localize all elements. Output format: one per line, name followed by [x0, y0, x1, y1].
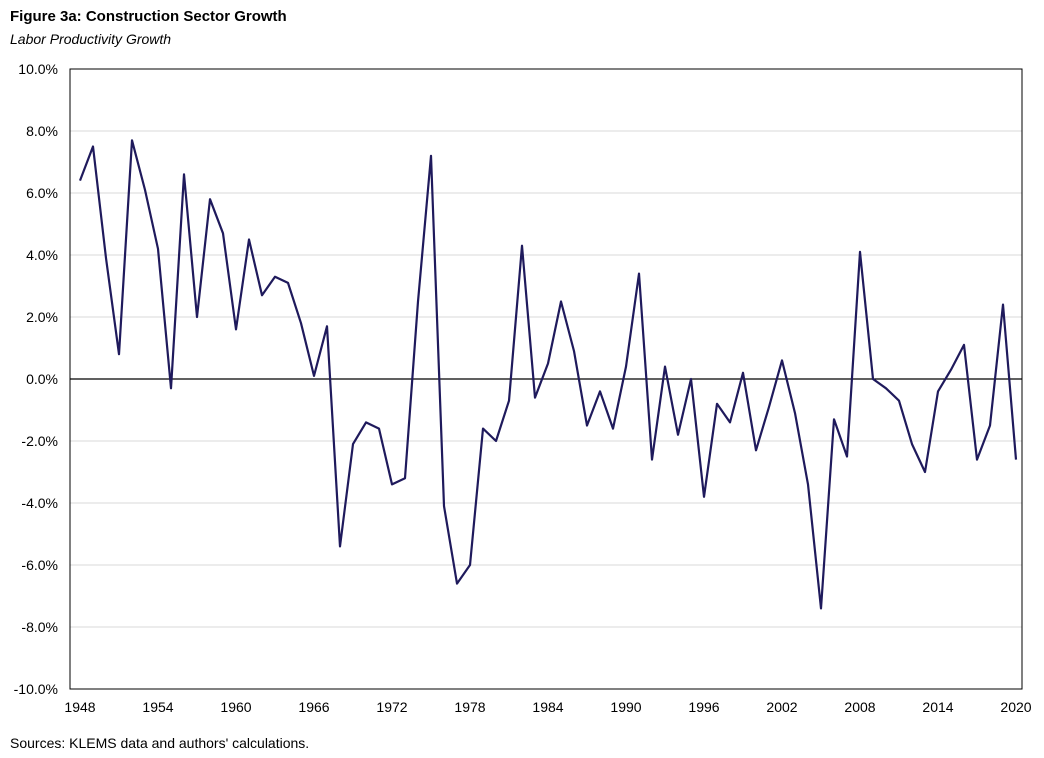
x-tick-label: 2002 [766, 699, 797, 715]
chart-subtitle: Labor Productivity Growth [10, 31, 172, 47]
chart-title: Figure 3a: Construction Sector Growth [10, 8, 287, 25]
x-tick-label: 2008 [844, 699, 875, 715]
y-tick-label: 0.0% [26, 371, 58, 387]
y-tick-label: 6.0% [26, 185, 58, 201]
x-tick-label: 2020 [1000, 699, 1031, 715]
x-tick-label: 1960 [220, 699, 251, 715]
y-tick-label: -4.0% [21, 495, 58, 511]
x-tick-label: 1978 [454, 699, 485, 715]
x-tick-label: 1984 [532, 699, 563, 715]
y-tick-label: -8.0% [21, 619, 58, 635]
y-axis-ticks: 10.0% 8.0% 6.0% 4.0% 2.0% 0.0% -2.0% -4.0% -6.0%… [14, 61, 58, 697]
x-tick-label: 1948 [64, 699, 95, 715]
y-tick-label: 10.0% [18, 61, 58, 77]
y-tick-label: 4.0% [26, 247, 58, 263]
chart-source-note: Sources: KLEMS data and authors' calcula… [10, 735, 310, 751]
x-tick-label: 1966 [298, 699, 329, 715]
y-tick-label: 8.0% [26, 123, 58, 139]
series-line-labor-productivity [78, 139, 1018, 610]
x-tick-label: 1954 [142, 699, 173, 715]
x-axis-ticks: 1948 1954 1960 1966 1972 1978 1984 1990 1996 2002… [64, 699, 1031, 715]
data-points [80, 140, 1016, 608]
x-tick-label: 1972 [376, 699, 407, 715]
x-tick-label: 2014 [922, 699, 953, 715]
y-tick-label: 2.0% [26, 309, 58, 325]
y-tick-label: -2.0% [21, 433, 58, 449]
y-tick-label: -6.0% [21, 557, 58, 573]
y-tick-label: -10.0% [14, 681, 58, 697]
x-tick-label: 1996 [688, 699, 719, 715]
plot-area-frame [69, 68, 1023, 690]
x-tick-label: 1990 [610, 699, 641, 715]
